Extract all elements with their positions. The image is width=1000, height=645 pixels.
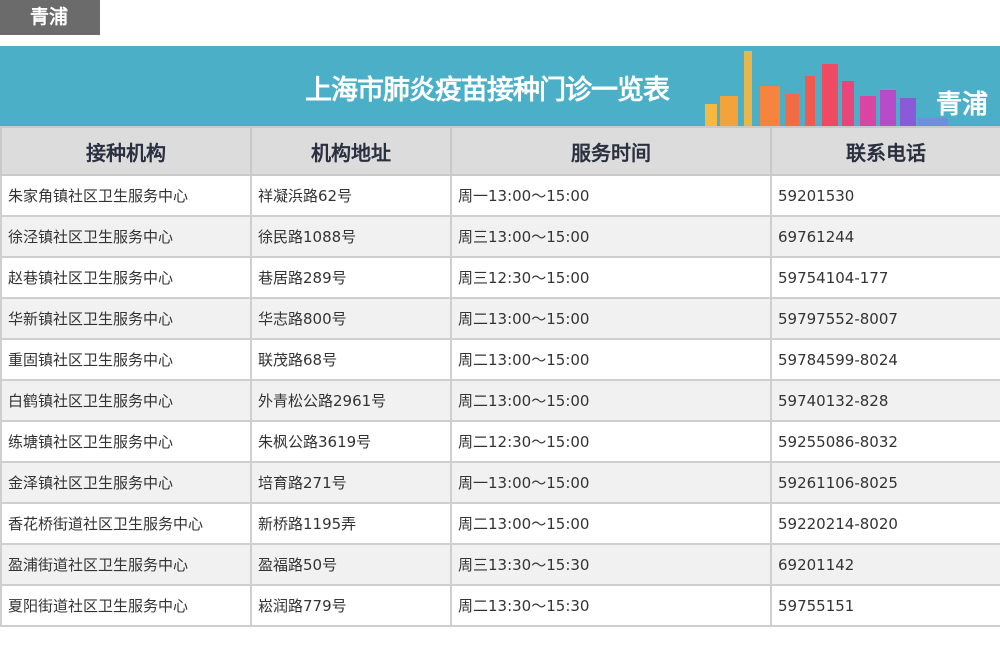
phone-cell: 59740132-828: [770, 379, 1000, 422]
address-cell: 新桥路1195弄: [250, 502, 452, 545]
phone-cell: 59755151: [770, 584, 1000, 627]
header-service-time: 服务时间: [450, 126, 772, 176]
phone-cell: 69761244: [770, 215, 1000, 258]
clinic-table: 接种机构 机构地址 服务时间 联系电话 朱家角镇社区卫生服务中心 祥凝浜路62号周…: [0, 126, 1000, 627]
institution-cell: 朱家角镇社区卫生服务中心: [0, 174, 252, 217]
phone-cell: 59255086-8032: [770, 420, 1000, 463]
service-time-cell: 周二13:00～15:00: [450, 297, 772, 340]
service-time-cell: 周一13:00～15:00: [450, 461, 772, 504]
table-row: 夏阳街道社区卫生服务中心 崧润路779号 周二13:30～15:30 59755151: [0, 584, 1000, 627]
institution-cell: 金泽镇社区卫生服务中心: [0, 461, 252, 504]
phone-cell: 59261106-8025: [770, 461, 1000, 504]
address-cell: 联茂路68号: [250, 338, 452, 381]
header-address: 机构地址: [250, 126, 452, 176]
service-time-cell: 周三12:30～15:00: [450, 256, 772, 299]
table-row: 朱家角镇社区卫生服务中心 祥凝浜路62号 周一13:00～15:00 59201530: [0, 174, 1000, 217]
service-time-cell: 周二13:00～15:00: [450, 502, 772, 545]
banner-district: 青浦: [935, 90, 988, 120]
address-cell: 朱枫公路3619号: [250, 420, 452, 463]
banner: 上海市肺炎疫苗接种门诊一览表 青浦: [0, 46, 1000, 126]
institution-cell: 香花桥街道社区卫生服务中心: [0, 502, 252, 545]
institution-cell: 练塘镇社区卫生服务中心: [0, 420, 252, 463]
table-row: 重固镇社区卫生服务中心 联茂路68号 周二13:00～15:00 59784599-8…: [0, 338, 1000, 381]
phone-cell: 59754104-177: [770, 256, 1000, 299]
service-time-cell: 周二13:30～15:30: [450, 584, 772, 627]
address-cell: 盈福路50号: [250, 543, 452, 586]
service-time-cell: 周一13:00～15:00: [450, 174, 772, 217]
address-cell: 培育路271号: [250, 461, 452, 504]
institution-cell: 夏阳街道社区卫生服务中心: [0, 584, 252, 627]
service-time-cell: 周三13:00～15:00: [450, 215, 772, 258]
table-row: 香花桥街道社区卫生服务中心 新桥路1195弄 周二13:00～15:00 592202…: [0, 502, 1000, 545]
service-time-cell: 周三13:30～15:30: [450, 543, 772, 586]
service-time-cell: 周二13:00～15:00: [450, 338, 772, 381]
table-row: 白鹤镇社区卫生服务中心 外青松公路2961号 周二13:00～15:00 597401…: [0, 379, 1000, 422]
table-row: 赵巷镇社区卫生服务中心 巷居路289号 周三12:30～15:00 59754104-…: [0, 256, 1000, 299]
service-time-cell: 周二12:30～15:00: [450, 420, 772, 463]
address-cell: 华志路800号: [250, 297, 452, 340]
phone-cell: 59784599-8024: [770, 338, 1000, 381]
institution-cell: 赵巷镇社区卫生服务中心: [0, 256, 252, 299]
phone-cell: 59797552-8007: [770, 297, 1000, 340]
header-phone: 联系电话: [770, 126, 1000, 176]
table-row: 盈浦街道社区卫生服务中心 盈福路50号 周三13:30～15:30 69201142: [0, 543, 1000, 586]
address-cell: 崧润路779号: [250, 584, 452, 627]
address-cell: 外青松公路2961号: [250, 379, 452, 422]
table-header-row: 接种机构 机构地址 服务时间 联系电话: [0, 126, 1000, 176]
institution-cell: 重固镇社区卫生服务中心: [0, 338, 252, 381]
table-row: 练塘镇社区卫生服务中心 朱枫公路3619号 周二12:30～15:00 5925508…: [0, 420, 1000, 463]
phone-cell: 59220214-8020: [770, 502, 1000, 545]
service-time-cell: 周二13:00～15:00: [450, 379, 772, 422]
address-cell: 徐民路1088号: [250, 215, 452, 258]
institution-cell: 徐泾镇社区卫生服务中心: [0, 215, 252, 258]
header-institution: 接种机构: [0, 126, 252, 176]
address-cell: 巷居路289号: [250, 256, 452, 299]
institution-cell: 华新镇社区卫生服务中心: [0, 297, 252, 340]
institution-cell: 白鹤镇社区卫生服务中心: [0, 379, 252, 422]
table-row: 徐泾镇社区卫生服务中心 徐民路1088号 周三13:00～15:00 69761244: [0, 215, 1000, 258]
banner-title: 上海市肺炎疫苗接种门诊一览表: [305, 75, 670, 106]
phone-cell: 59201530: [770, 174, 1000, 217]
address-cell: 祥凝浜路62号: [250, 174, 452, 217]
phone-cell: 69201142: [770, 543, 1000, 586]
institution-cell: 盈浦街道社区卫生服务中心: [0, 543, 252, 586]
table-row: 金泽镇社区卫生服务中心 培育路271号 周一13:00～15:00 59261106-…: [0, 461, 1000, 504]
district-tag: 青浦: [0, 0, 100, 35]
table-row: 华新镇社区卫生服务中心 华志路800号 周二13:00～15:00 59797552-…: [0, 297, 1000, 340]
